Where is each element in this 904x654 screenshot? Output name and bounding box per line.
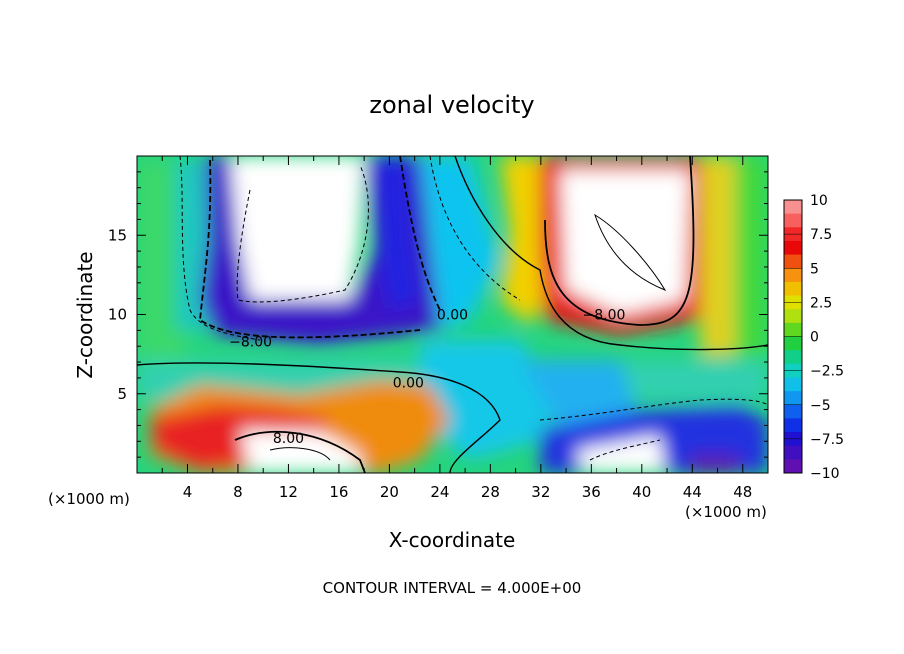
x-tick-label: 4	[183, 483, 193, 501]
x-tick-label: 40	[632, 483, 651, 501]
colorbar-segment	[784, 459, 802, 474]
colorbar-tick-label: 2.5	[810, 295, 832, 311]
x-tick-label: 44	[683, 483, 702, 501]
contour-line	[589, 439, 661, 461]
contour-line	[594, 213, 667, 292]
colorbar-segment	[784, 322, 802, 337]
x-tick-label: 20	[380, 483, 399, 501]
colorbar-tick-label: −5	[810, 398, 831, 414]
colorbar-segment	[784, 268, 802, 283]
colorbar-segment	[784, 309, 802, 324]
colorbar-tick-label: 5	[810, 261, 819, 277]
colorbar-segment	[784, 391, 802, 406]
contour-labels: −8.00 0.00 −8.00 0.00 8.00	[229, 308, 625, 448]
contour-line	[179, 156, 261, 341]
x-tick-label: 16	[329, 483, 348, 501]
colorbar-tick-label: 10	[810, 193, 828, 209]
y-axis-label: Z-coordinate	[73, 251, 97, 378]
colorbar-tick-label: 0	[810, 330, 819, 346]
y-tick-label: 5	[117, 385, 127, 403]
colorbar: 10 7.5 5 2.5 0 −2.5 −5 −7.5 −10	[783, 193, 844, 482]
contour-line	[454, 156, 768, 351]
chart-title: zonal velocity	[369, 91, 534, 119]
colorbar-tick-label: −10	[810, 466, 840, 482]
heatmap-field	[137, 156, 768, 473]
x-axis: 4 8 12 16 20 24 28 32 36 40 44 48	[161, 156, 752, 501]
contour-lines	[137, 156, 768, 473]
x-tick-label: 24	[430, 483, 449, 501]
colorbar-tick-label: −7.5	[810, 432, 844, 448]
colorbar-segment	[784, 377, 802, 392]
colorbar-segment	[784, 213, 802, 228]
colorbar-segment	[784, 254, 802, 269]
contour-line	[269, 447, 331, 461]
contour-label: −8.00	[229, 334, 272, 350]
colorbar-tick-label: 7.5	[810, 227, 832, 243]
y-axis: 5 10 15	[108, 171, 768, 458]
contour-label: −8.00	[582, 308, 625, 324]
contour-line	[137, 362, 501, 473]
contour-label: 0.00	[437, 308, 468, 324]
contour-interval-note: CONTOUR INTERVAL = 4.000E+00	[323, 579, 582, 597]
x-tick-label: 12	[279, 483, 298, 501]
contour-label: 8.00	[273, 431, 304, 447]
x-tick-label: 32	[531, 483, 550, 501]
x-axis-label: X-coordinate	[389, 528, 516, 552]
contour-label: 0.00	[393, 376, 424, 392]
x-unit-left: (×1000 m)	[48, 490, 130, 508]
colorbar-segment	[784, 281, 802, 297]
x-tick-label: 28	[481, 483, 500, 501]
colorbar-segment	[784, 418, 802, 433]
contour-line	[399, 156, 441, 311]
colorbar-segment	[784, 336, 802, 351]
contour-line	[199, 159, 421, 339]
contour-line	[539, 398, 768, 421]
contour-line	[544, 156, 695, 326]
x-unit-right: (×1000 m)	[685, 503, 767, 521]
x-tick-label: 8	[233, 483, 243, 501]
contour-line	[234, 430, 366, 473]
contour-line	[236, 164, 369, 303]
colorbar-segment	[784, 350, 802, 365]
colorbar-tick-label: −2.5	[810, 364, 844, 380]
colorbar-segment	[784, 445, 802, 460]
y-tick-label: 10	[108, 306, 127, 324]
x-tick-label: 36	[582, 483, 601, 501]
colorbar-segment	[784, 200, 802, 215]
contour-line	[429, 156, 521, 301]
colorbar-segment	[784, 240, 802, 256]
x-tick-label: 48	[733, 483, 752, 501]
y-tick-label: 15	[108, 226, 127, 244]
colorbar-segment	[784, 404, 802, 419]
